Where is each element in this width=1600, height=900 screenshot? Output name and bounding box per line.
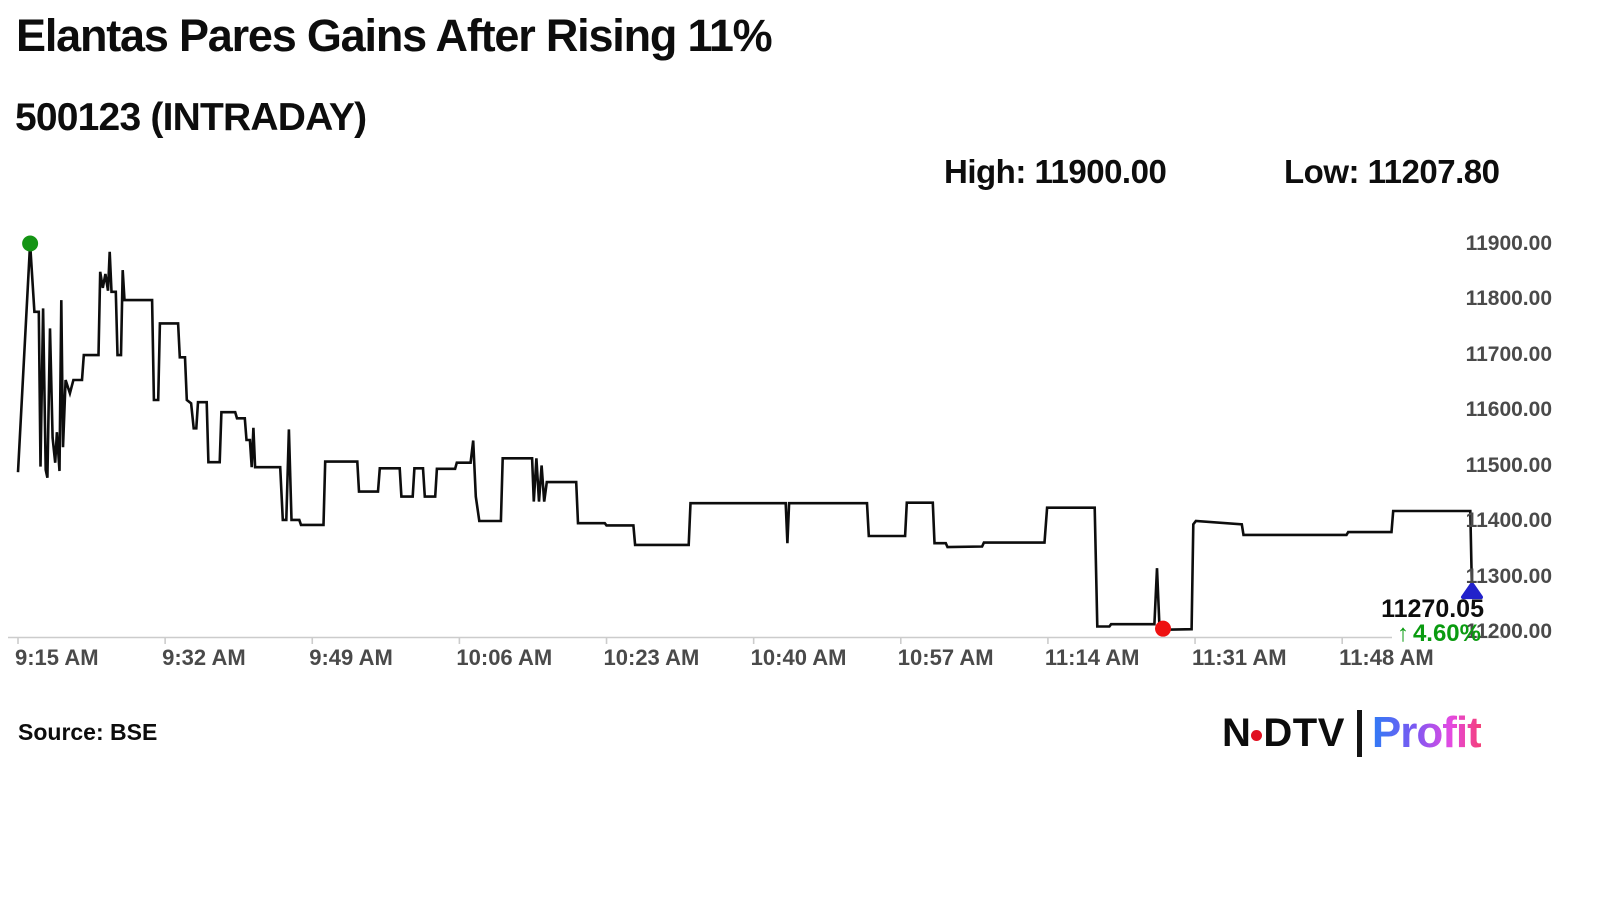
x-axis-label: 10:23 AM (603, 645, 700, 670)
y-axis-label: 11300.00 (1465, 564, 1552, 588)
high-value-label: High: 11900.00 (944, 153, 1167, 190)
ndtv-letters-dtv: DTV (1263, 710, 1345, 755)
y-axis-label: 11400.00 (1465, 509, 1552, 532)
ndtv-logo-text: N DTV (1222, 711, 1345, 756)
change-percent-label: ↑ 4.60% (1397, 620, 1481, 648)
low-value-label: Low: 11207.80 (1284, 153, 1500, 190)
source-label: Source: BSE (18, 719, 158, 745)
x-axis-label: 11:48 AM (1339, 645, 1434, 670)
x-axis-label: 10:06 AM (456, 645, 553, 670)
y-axis-label: 11900.00 (1465, 231, 1552, 255)
up-arrow-icon: ↑ (1396, 620, 1409, 647)
high-marker-icon (22, 235, 39, 252)
x-axis-label: 10:40 AM (750, 645, 847, 670)
x-axis-label: 9:15 AM (15, 645, 99, 670)
x-axis-label: 10:57 AM (897, 645, 994, 670)
y-axis-label: 11500.00 (1465, 453, 1552, 477)
price-line (16, 243, 1474, 632)
y-axis-label: 11800.00 (1465, 287, 1552, 310)
x-axis-label: 9:49 AM (309, 645, 393, 670)
last-price-label: 11270.05 (1381, 595, 1484, 623)
y-axis-label: 11700.00 (1465, 342, 1552, 366)
stock-code-subtitle: 500123 (INTRADAY) (15, 96, 367, 139)
logo-red-dot-icon (1251, 729, 1263, 741)
x-axis-label: 11:14 AM (1044, 645, 1140, 670)
page-title: Elantas Pares Gains After Rising 11% (16, 10, 773, 61)
y-axis-label: 11600.00 (1465, 398, 1552, 421)
x-axis-label: 9:32 AM (162, 645, 246, 670)
logo-divider (1356, 709, 1362, 757)
x-axis-label: 11:31 AM (1192, 645, 1287, 670)
change-percent-value: 4.60% (1412, 620, 1481, 647)
last-marker-icon (1461, 582, 1484, 600)
profit-logo-text: Profit (1371, 708, 1482, 757)
ndtv-letter-n: N (1222, 710, 1252, 755)
y-axis-label: 11200.00 (1465, 620, 1552, 643)
ndtv-profit-logo: N DTV Profit (1222, 708, 1482, 758)
low-marker-icon (1155, 620, 1172, 637)
